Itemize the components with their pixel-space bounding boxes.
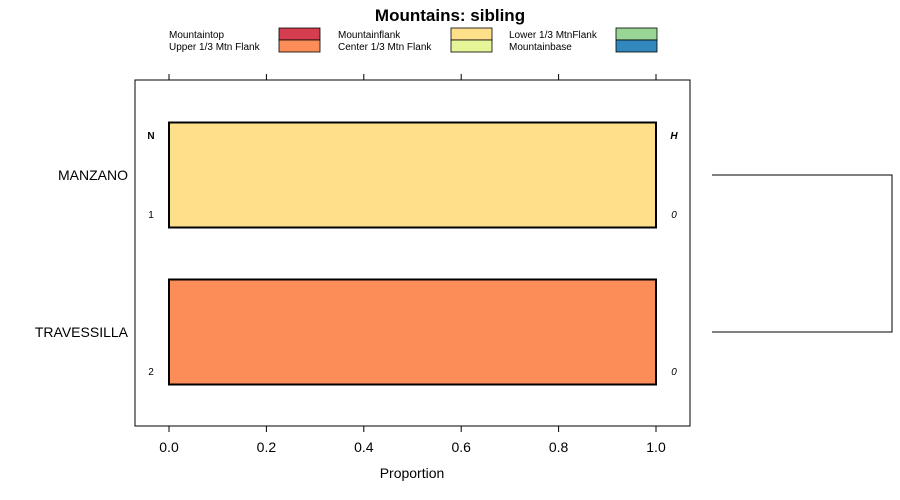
category-labels: MANZANO TRAVESSILLA bbox=[35, 167, 129, 340]
legend-label: Mountainbase bbox=[509, 42, 572, 53]
legend-swatch bbox=[450, 39, 493, 53]
bar-outline bbox=[168, 278, 657, 386]
legend-label: Center 1/3 Mtn Flank bbox=[338, 42, 432, 53]
n-value: 1 bbox=[148, 210, 154, 221]
bars bbox=[168, 121, 657, 386]
h-value: 0 bbox=[671, 210, 677, 221]
h-column-header: H bbox=[670, 131, 678, 142]
legend-swatch bbox=[615, 27, 658, 41]
legend-label: Mountainflank bbox=[338, 30, 401, 41]
category-label: TRAVESSILLA bbox=[35, 324, 129, 340]
h-value: 0 bbox=[671, 367, 677, 378]
legend-swatch bbox=[615, 39, 658, 53]
legend-swatch bbox=[450, 27, 493, 41]
tick-label: 0.0 bbox=[159, 439, 179, 455]
legend-swatch bbox=[278, 27, 321, 41]
x-axis: 0.0 0.2 0.4 0.6 0.8 1.0 bbox=[159, 74, 666, 455]
tick-label: 1.0 bbox=[646, 439, 666, 455]
tick-label: 0.2 bbox=[257, 439, 277, 455]
bar-segment bbox=[169, 279, 656, 385]
x-axis-title: Proportion bbox=[380, 465, 445, 481]
bar-segment bbox=[169, 122, 656, 228]
tick-label: 0.8 bbox=[549, 439, 569, 455]
category-label: MANZANO bbox=[58, 167, 128, 183]
legend-label: Lower 1/3 MtnFlank bbox=[509, 30, 598, 41]
n-column-header: N bbox=[147, 131, 154, 142]
dendrogram bbox=[712, 174, 893, 333]
chart-title: Mountains: sibling bbox=[375, 6, 525, 25]
tick-label: 0.4 bbox=[354, 439, 374, 455]
legend-swatch bbox=[278, 39, 321, 53]
tick-label: 0.6 bbox=[451, 439, 471, 455]
legend-label: Mountaintop bbox=[169, 30, 224, 41]
plot-panel bbox=[134, 79, 691, 427]
side-values: 1 0 2 0 bbox=[148, 210, 677, 378]
n-value: 2 bbox=[148, 367, 154, 378]
bar-outline bbox=[168, 121, 657, 229]
legend-label: Upper 1/3 Mtn Flank bbox=[169, 42, 261, 53]
